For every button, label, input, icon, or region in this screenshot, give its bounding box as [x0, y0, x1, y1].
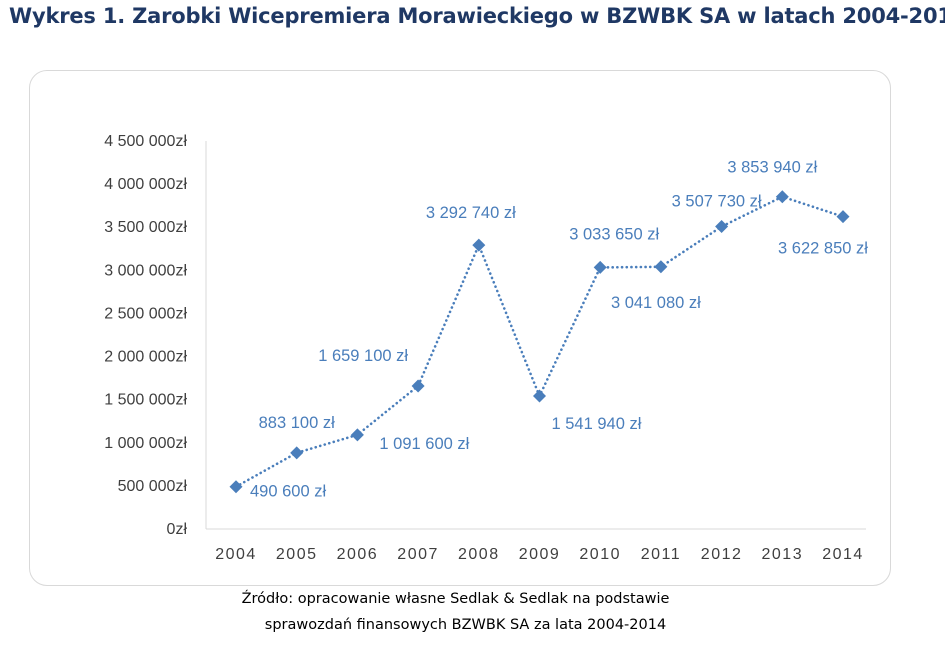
y-tick-label: 4 500 000zł — [104, 133, 187, 150]
data-point-marker — [775, 190, 789, 204]
data-label: 3 622 850 zł — [778, 240, 868, 258]
source-note-line2: sprawozdań finansowych BZWBK SA za lata … — [264, 617, 667, 633]
chart-area — [29, 70, 891, 586]
x-tick-label: 2005 — [276, 546, 318, 563]
x-tick-label: 2006 — [337, 546, 379, 563]
source-note-line1: Źródło: opracowanie własne Sedlak & Sedl… — [241, 591, 670, 607]
data-label: 3 292 740 zł — [426, 204, 516, 222]
x-tick-label: 2011 — [641, 546, 681, 563]
x-tick-label: 2008 — [458, 546, 500, 563]
data-label: 3 853 940 zł — [727, 159, 817, 177]
x-tick-label: 2009 — [519, 546, 561, 563]
y-tick-label: 1 500 000zł — [104, 392, 187, 409]
data-label: 1 091 600 zł — [379, 435, 469, 453]
chart-title: Wykres 1. Zarobki Wicepremiera Morawieck… — [9, 4, 945, 28]
data-point-marker — [836, 210, 850, 224]
y-tick-label: 2 000 000zł — [104, 349, 187, 366]
x-tick-label: 2007 — [397, 546, 439, 563]
series-line — [234, 195, 845, 488]
x-tick-label: 2010 — [579, 546, 621, 563]
y-tick-label: 0zł — [167, 521, 188, 538]
x-tick-label: 2014 — [822, 546, 864, 563]
data-point-marker — [593, 260, 607, 274]
data-point-marker — [533, 389, 546, 403]
data-label: 1 659 100 zł — [318, 347, 408, 365]
data-label: 490 600 zł — [250, 483, 326, 501]
y-tick-label: 3 000 000zł — [104, 262, 187, 279]
x-tick-label: 2004 — [215, 546, 257, 563]
y-tick-label: 4 000 000zł — [104, 176, 187, 193]
x-tick-label: 2013 — [762, 546, 804, 563]
data-label: 3 041 080 zł — [611, 294, 701, 312]
y-tick-label: 2 500 000zł — [104, 305, 187, 322]
data-label: 3 033 650 zł — [569, 225, 659, 243]
data-point-marker — [472, 238, 486, 252]
data-label: 883 100 zł — [259, 414, 335, 432]
y-tick-label: 500 000zł — [118, 478, 188, 495]
y-tick-label: 1 000 000zł — [104, 435, 187, 452]
data-point-marker — [290, 446, 304, 460]
data-point-marker — [654, 260, 668, 274]
data-point-marker — [715, 220, 729, 234]
data-point-marker — [411, 379, 425, 393]
x-tick-label: 2012 — [701, 546, 743, 563]
data-point-marker — [229, 480, 243, 494]
data-label: 3 507 730 zł — [672, 193, 762, 211]
y-tick-label: 3 500 000zł — [104, 219, 187, 236]
data-label: 1 541 940 zł — [552, 415, 642, 433]
data-point-marker — [350, 428, 364, 442]
